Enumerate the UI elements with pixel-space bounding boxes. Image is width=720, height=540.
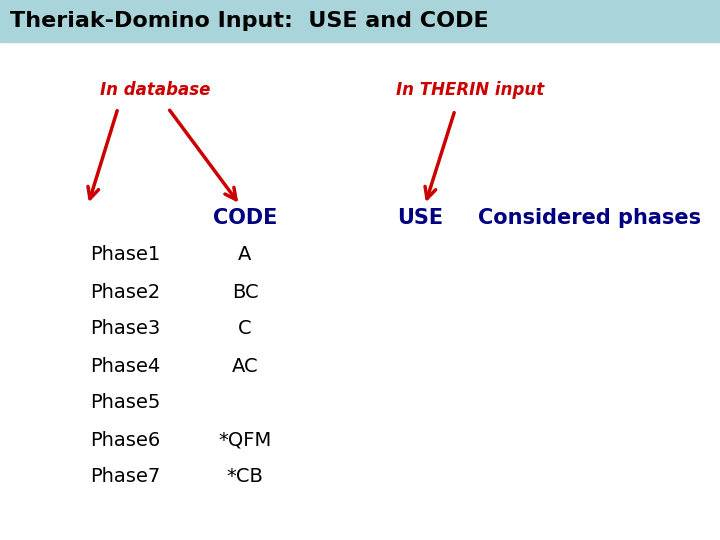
Text: In database: In database — [100, 81, 210, 99]
Text: Phase2: Phase2 — [90, 282, 161, 301]
Text: Phase4: Phase4 — [90, 356, 161, 375]
Text: A: A — [238, 246, 252, 265]
Text: Phase1: Phase1 — [90, 246, 161, 265]
Text: *QFM: *QFM — [218, 430, 271, 449]
Text: USE: USE — [397, 208, 443, 228]
Text: AC: AC — [232, 356, 258, 375]
Text: Phase5: Phase5 — [90, 394, 161, 413]
Text: BC: BC — [232, 282, 258, 301]
Text: Theriak-Domino Input:  USE and CODE: Theriak-Domino Input: USE and CODE — [10, 11, 489, 31]
Text: CODE: CODE — [213, 208, 277, 228]
Text: Phase6: Phase6 — [90, 430, 161, 449]
Text: Considered phases: Considered phases — [478, 208, 701, 228]
Text: Phase3: Phase3 — [90, 320, 161, 339]
Text: C: C — [238, 320, 252, 339]
Text: Phase7: Phase7 — [90, 468, 161, 487]
Text: In THERIN input: In THERIN input — [396, 81, 544, 99]
Text: *CB: *CB — [227, 468, 264, 487]
